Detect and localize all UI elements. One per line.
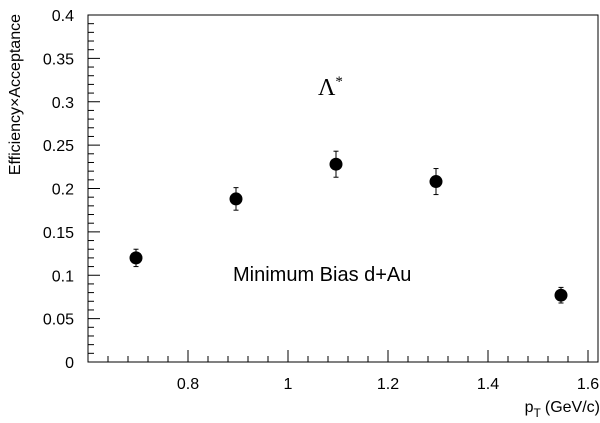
dataset-annotation: Minimum Bias d+Au [233, 264, 411, 286]
data-point [554, 288, 568, 302]
y-tick-label: 0.15 [43, 225, 74, 242]
y-tick-label: 0.1 [52, 268, 74, 285]
y-axis-title: Efficiency×Acceptance [7, 14, 24, 175]
x-axis-title-symbol: p [525, 399, 534, 416]
data-points [129, 150, 568, 304]
particle-label: Λ* [318, 74, 343, 101]
particle-symbol: Λ [318, 75, 336, 101]
x-tick-label: 1.2 [377, 376, 399, 393]
plot-frame [87, 14, 599, 363]
x-tick-label: 0.8 [177, 376, 199, 393]
y-tick-label: 0.4 [52, 8, 74, 25]
y-tick-label: 0.05 [43, 312, 74, 329]
y-tick-label: 0.35 [43, 51, 74, 68]
x-axis: 0.8 1 1.2 1.4 1.6 [107, 350, 599, 393]
data-point [429, 175, 443, 189]
y-tick-label: 0.2 [52, 182, 74, 199]
plot-border [87, 14, 599, 363]
data-point [329, 157, 343, 171]
y-tick-label: 0.25 [43, 138, 74, 155]
y-axis: 0 0.05 0.1 0.15 0.2 0.25 0.3 0.35 0.4 [43, 8, 100, 372]
x-tick-label: 1.4 [477, 376, 499, 393]
x-tick-label: 1.6 [577, 376, 599, 393]
x-axis-title: pT (GeV/c) [525, 399, 600, 420]
x-axis-title-subscript: T [534, 406, 542, 420]
particle-superscript: * [335, 74, 343, 90]
x-axis-title-unit: (GeV/c) [545, 399, 600, 416]
x-tick-label: 1 [284, 376, 293, 393]
y-tick-label: 0.3 [52, 95, 74, 112]
data-point [129, 251, 143, 265]
y-tick-label: 0 [65, 355, 74, 372]
data-point [229, 192, 243, 206]
